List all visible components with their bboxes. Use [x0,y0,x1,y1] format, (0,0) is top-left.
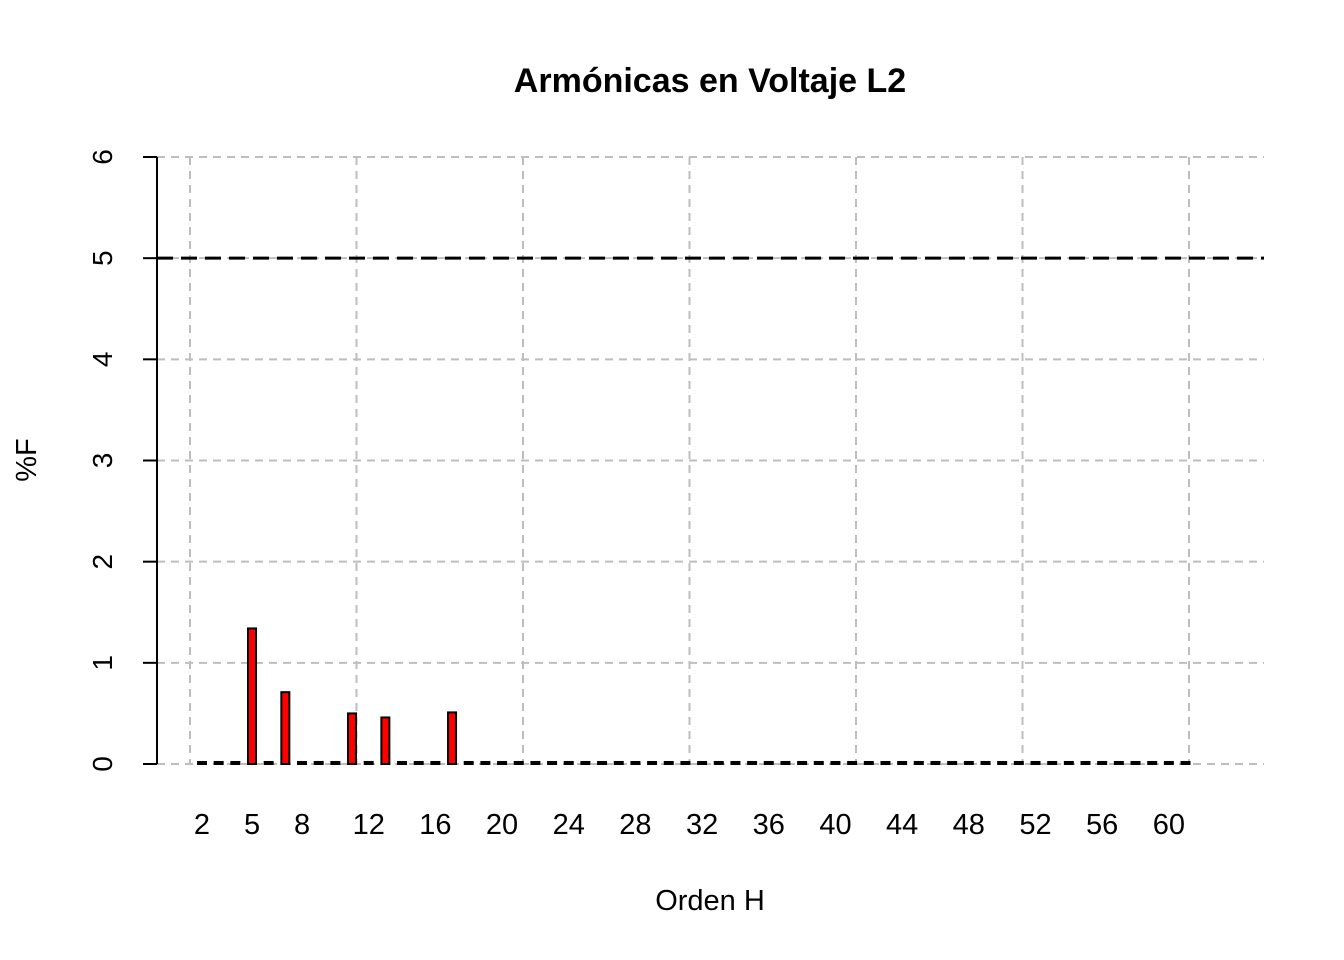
bar [797,760,808,766]
bar [663,760,674,766]
y-tick-label: 1 [87,655,118,671]
bar [513,760,524,766]
x-tick-label: 36 [753,809,785,841]
bar [813,760,824,766]
y-tick-label: 0 [87,756,118,772]
bar [1080,760,1091,766]
x-tick-label: 2 [194,809,210,841]
y-tick-label: 6 [87,149,118,165]
x-tick-label: 24 [553,809,585,841]
x-tick-label: 16 [419,809,451,841]
bar [397,760,408,766]
bar [780,760,791,766]
bar [313,760,324,766]
bar [1130,760,1141,766]
x-tick-label: 32 [686,809,718,841]
bar [1047,760,1058,766]
bar [913,760,924,766]
x-tick-label: 44 [886,809,918,841]
bar [230,760,241,766]
chart-title: Armónicas en Voltaje L2 [514,62,906,100]
bar [697,760,708,766]
y-axis-label: %F [11,438,43,482]
bar [930,760,941,766]
bar [880,760,891,766]
bar [1163,760,1174,766]
x-tick-label: 52 [1019,809,1051,841]
x-tick-label: 28 [619,809,651,841]
bar [1097,760,1108,766]
bar [730,760,741,766]
bar [580,760,591,766]
bar [980,760,991,766]
bar [997,760,1008,766]
x-tick-label: 60 [1153,809,1185,841]
x-tick-label: 8 [294,809,310,841]
bar [1030,760,1041,766]
bar [763,760,774,766]
bar [547,760,558,766]
bar [380,716,391,765]
bar [1013,760,1024,766]
x-tick-label: 40 [819,809,851,841]
bar [280,691,291,766]
y-tick-label: 2 [87,554,118,570]
x-tick-label: 20 [486,809,518,841]
bar [847,760,858,766]
bar [213,760,224,766]
bar [447,711,458,766]
bar [247,627,258,765]
bar [430,760,441,766]
x-tick-label: 5 [244,809,260,841]
bar [330,760,341,766]
bar [563,760,574,766]
bar [347,712,358,766]
y-tick-label: 5 [87,250,118,266]
bar [713,760,724,766]
bar [413,760,424,766]
bar [863,760,874,766]
x-tick-label: 56 [1086,809,1118,841]
bar [497,760,508,766]
bar [947,760,958,766]
bar [1180,760,1191,766]
bar [680,760,691,766]
bar [530,760,541,766]
x-tick-label: 48 [953,809,985,841]
bar [463,760,474,766]
bar [1113,760,1124,766]
bar [363,760,374,766]
bar [1147,760,1158,766]
bar [480,760,491,766]
bar [647,760,658,766]
bar [613,760,624,766]
x-axis-label: Orden H [655,885,765,917]
bar [597,760,608,766]
bar [830,760,841,766]
bar [963,760,974,766]
bar [263,760,274,766]
x-tick-label: 12 [353,809,385,841]
bar [630,760,641,766]
bar [297,760,308,766]
bar [197,760,207,766]
bar [1063,760,1074,766]
bar [897,760,908,766]
y-tick-label: 3 [87,453,118,469]
y-tick-label: 4 [87,352,118,368]
bar [747,760,758,766]
